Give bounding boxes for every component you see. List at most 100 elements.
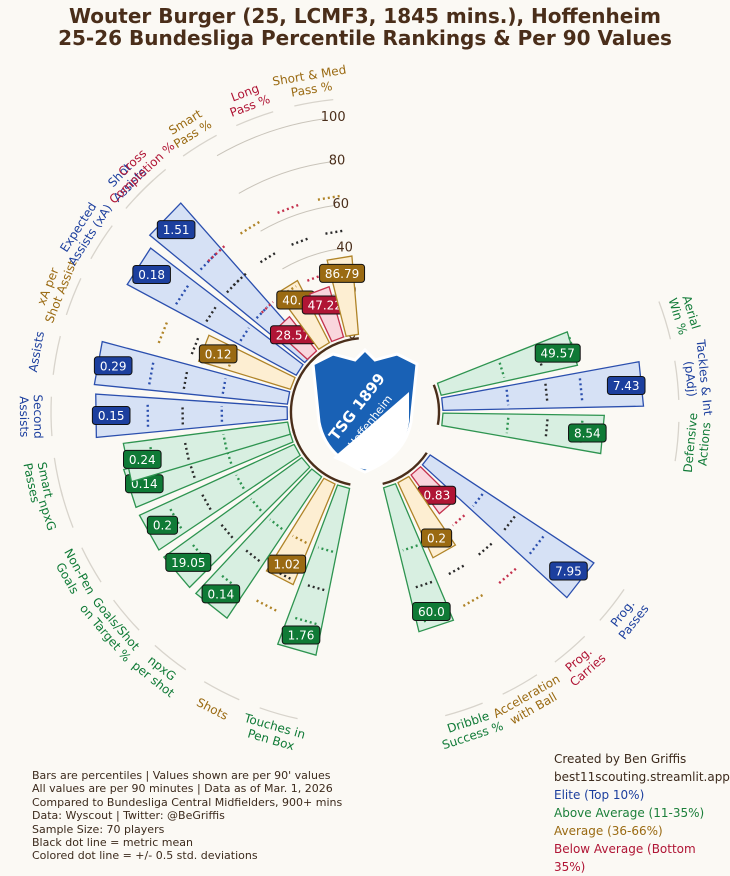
radial-tick-label: 60 — [333, 197, 350, 212]
metric-label: Prog.Passes — [605, 593, 652, 642]
metric-label: Goals/Shoton Target % — [77, 592, 144, 664]
group-arc — [434, 385, 439, 425]
reference-dot-line — [261, 252, 278, 262]
reference-dot-line — [292, 238, 310, 245]
value-label: 60.0 — [413, 602, 451, 620]
svg-text:0.83: 0.83 — [423, 489, 450, 503]
metric-label: Accelerationwith Ball — [491, 672, 570, 733]
reference-dot-line — [477, 544, 492, 557]
metric-label: SecondAssists — [17, 394, 46, 439]
reference-dot-line — [159, 321, 168, 343]
value-label: 1.02 — [268, 555, 306, 573]
svg-text:49.57: 49.57 — [541, 347, 575, 361]
footnote-line: Data: Wyscout | Twitter: @BeGriffis — [32, 809, 342, 822]
outer-guide-arc — [53, 336, 60, 375]
value-label: 0.15 — [92, 407, 130, 425]
reference-dot-line — [498, 569, 516, 584]
svg-text:0.24: 0.24 — [129, 453, 156, 467]
metric-label: LongPass % — [223, 79, 272, 120]
metric-label: Touches inPen Box — [238, 711, 307, 756]
svg-text:0.2: 0.2 — [153, 519, 172, 533]
svg-text:86.79: 86.79 — [325, 267, 359, 281]
value-label: 0.29 — [94, 357, 132, 375]
radial-gridline — [261, 205, 336, 231]
footnote-line: Sample Size: 70 players — [32, 823, 342, 836]
outer-guide-arc — [51, 397, 52, 436]
reference-dot-line — [325, 230, 344, 233]
svg-text:0.2: 0.2 — [427, 531, 446, 545]
footnote-line: All values are per 90 minutes | Data as … — [32, 782, 342, 795]
footnote-line: Bars are percentiles | Values shown are … — [32, 769, 342, 782]
value-label: 0.12 — [199, 345, 237, 363]
value-label: 0.24 — [123, 450, 161, 468]
legend-above-average: Above Average (11-35%) — [554, 804, 730, 822]
credits-legend: Created by Ben Griffis best11scouting.st… — [554, 750, 730, 876]
reference-dot-line — [462, 595, 482, 607]
metric-label: DefensiveActions — [681, 412, 715, 474]
svg-text:8.54: 8.54 — [574, 427, 601, 441]
value-label: 86.79 — [320, 264, 365, 282]
metric-label: npxGper shot — [129, 647, 186, 700]
radial-gridline — [217, 119, 324, 156]
credit-website: best11scouting.streamlit.app — [554, 768, 730, 786]
reference-dot-line — [278, 205, 300, 213]
metric-label: ExpectedAssists (xA) — [54, 194, 115, 268]
reference-dot-line — [241, 221, 261, 233]
metric-label: npxG — [36, 498, 59, 532]
footnote-line: Black dot line = metric mean — [32, 836, 342, 849]
svg-text:7.95: 7.95 — [555, 564, 582, 578]
metric-label: SmartPasses — [20, 459, 56, 504]
metric-label: Short & MedPass % — [271, 63, 349, 103]
svg-text:0.15: 0.15 — [98, 409, 125, 423]
svg-text:1.51: 1.51 — [163, 223, 190, 237]
radial-gridline — [239, 162, 330, 193]
value-label: 0.2 — [147, 516, 177, 534]
radial-tick-label: 40 — [336, 240, 353, 255]
value-label: 8.54 — [569, 424, 607, 442]
value-label: 7.43 — [607, 376, 645, 394]
footnote-line: Colored dot line = +/- 0.5 std. deviatio… — [32, 849, 342, 862]
reference-dot-line — [453, 515, 465, 525]
value-label: 19.05 — [166, 553, 211, 571]
radial-tick-label: 80 — [329, 154, 346, 169]
legend-below-average: Below Average (Bottom 35%) — [554, 840, 730, 876]
legend-average: Average (36-66%) — [554, 822, 730, 840]
metric-label: Shots — [194, 695, 230, 723]
value-label: 7.95 — [550, 562, 588, 580]
svg-text:7.43: 7.43 — [613, 379, 640, 393]
outer-guide-arc — [54, 458, 62, 497]
outer-guide-arc — [675, 361, 679, 400]
value-label: 0.14 — [202, 585, 240, 603]
reference-dot-line — [192, 336, 199, 354]
metric-label: Tackles & Int(pAdj) — [679, 338, 715, 418]
outer-guide-arc — [204, 682, 239, 700]
value-label: 0.2 — [421, 529, 451, 547]
metric-label: Non-PenGoals — [49, 546, 98, 603]
reference-dot-line — [446, 566, 463, 576]
footnotes: Bars are percentiles | Values shown are … — [32, 769, 342, 863]
metric-label: Assists — [26, 330, 47, 373]
legend-elite: Elite (Top 10%) — [554, 786, 730, 804]
metric-label: AerialWin % — [665, 292, 703, 336]
metric-label: Prog.Carries — [558, 640, 608, 689]
radial-tick-label: 100 — [321, 110, 346, 125]
value-label: 0.18 — [133, 265, 171, 283]
value-label: 49.57 — [535, 344, 580, 362]
svg-text:1.76: 1.76 — [288, 629, 315, 643]
outer-guide-arc — [675, 422, 679, 461]
svg-text:60.0: 60.0 — [418, 605, 445, 619]
reference-dot-line — [255, 600, 276, 611]
svg-text:19.05: 19.05 — [171, 556, 205, 570]
svg-text:0.18: 0.18 — [138, 268, 165, 282]
outer-guide-arc — [294, 100, 333, 106]
value-label: 1.51 — [157, 221, 195, 239]
footnote-line: Compared to Bundesliga Central Midfielde… — [32, 796, 342, 809]
svg-text:0.12: 0.12 — [205, 347, 232, 361]
svg-text:0.29: 0.29 — [100, 359, 127, 373]
svg-text:1.02: 1.02 — [273, 558, 300, 572]
value-label: 1.76 — [282, 626, 320, 644]
svg-text:0.14: 0.14 — [208, 587, 235, 601]
credit-author: Created by Ben Griffis — [554, 750, 730, 768]
